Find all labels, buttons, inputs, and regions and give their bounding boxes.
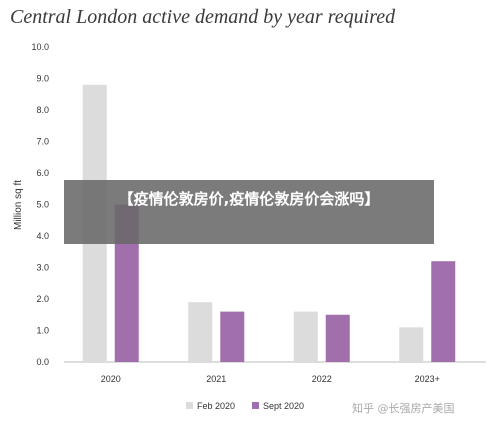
- y-tick-label: 1.0: [36, 326, 49, 336]
- legend-swatch: [252, 402, 259, 409]
- y-tick-label: 10.0: [31, 42, 49, 52]
- y-tick-label: 3.0: [36, 263, 49, 273]
- headline-overlay: 【疫情伦敦房价,疫情伦敦房价会涨吗】: [64, 180, 434, 244]
- bar-sept-2020-2022: [325, 314, 350, 362]
- y-tick-label: 5.0: [36, 200, 49, 210]
- y-tick-label: 4.0: [36, 231, 49, 241]
- bar-sept-2020-2023plus: [431, 261, 456, 362]
- y-tick-label: 2.0: [36, 294, 49, 304]
- y-axis-title: Million sq ft: [13, 180, 24, 230]
- y-tick-label: 0.0: [36, 357, 49, 367]
- x-category-label: 2020: [101, 374, 121, 384]
- chart-title: Central London active demand by year req…: [10, 6, 396, 28]
- x-category-label: 2021: [206, 374, 226, 384]
- x-category-label: 2023+: [415, 374, 440, 384]
- y-tick-label: 7.0: [36, 137, 49, 147]
- legend-label: Feb 2020: [197, 401, 235, 411]
- legend-label: Sept 2020: [263, 401, 304, 411]
- y-tick-label: 8.0: [36, 105, 49, 115]
- y-tick-label: 9.0: [36, 74, 49, 84]
- bar-sept-2020-2021: [220, 311, 245, 362]
- x-category-label: 2022: [312, 374, 332, 384]
- bar-feb-2020-2023plus: [399, 327, 424, 362]
- y-tick-label: 6.0: [36, 168, 49, 178]
- bar-feb-2020-2022: [293, 311, 318, 362]
- legend-swatch: [186, 402, 193, 409]
- watermark: 知乎 @长强房产美国: [352, 402, 455, 415]
- bar-feb-2020-2021: [188, 302, 213, 362]
